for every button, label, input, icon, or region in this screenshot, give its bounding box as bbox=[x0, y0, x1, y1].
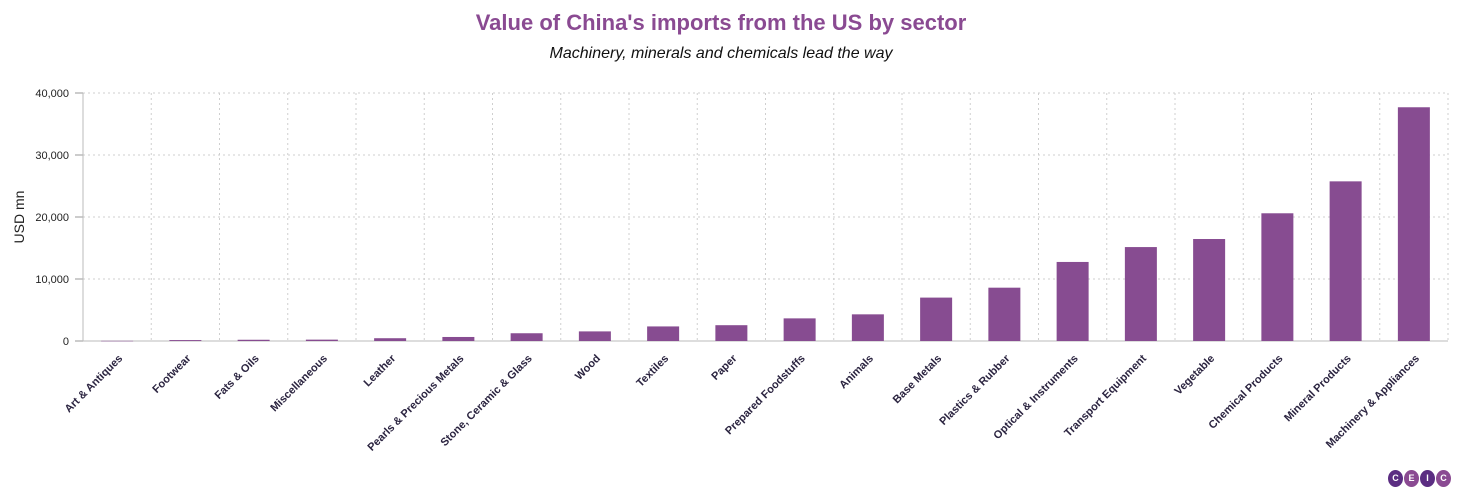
logo-letter: C bbox=[1388, 470, 1403, 487]
x-tick-label: Wood bbox=[573, 353, 603, 383]
y-tick-label: 0 bbox=[63, 336, 69, 348]
chart-title: Value of China's imports from the US by … bbox=[475, 10, 967, 35]
bar bbox=[374, 338, 407, 341]
bar bbox=[647, 326, 680, 341]
x-tick-label: Animals bbox=[837, 353, 876, 392]
x-tick-label: Base Metals bbox=[891, 353, 944, 406]
x-tick-label: Prepared Foodstuffs bbox=[723, 353, 808, 438]
bar-layer bbox=[101, 107, 1430, 342]
y-tick-label: 20,000 bbox=[35, 212, 69, 224]
bar bbox=[715, 325, 748, 341]
y-tick-label: 10,000 bbox=[35, 274, 69, 286]
bar bbox=[1261, 213, 1294, 341]
chart-subtitle: Machinery, minerals and chemicals lead t… bbox=[549, 45, 893, 62]
axis-layer bbox=[75, 92, 1448, 342]
x-tick-label: Vegetable bbox=[1172, 353, 1217, 398]
x-tick-label: Plastics & Rubber bbox=[937, 352, 1013, 428]
bar bbox=[783, 318, 816, 341]
bar bbox=[1397, 107, 1430, 341]
x-tick-label: Art & Antiques bbox=[63, 353, 126, 416]
x-tick-label: Paper bbox=[709, 352, 740, 383]
bar bbox=[510, 333, 543, 341]
y-tick-label: 40,000 bbox=[35, 88, 69, 100]
bar bbox=[442, 336, 475, 341]
bar bbox=[851, 314, 884, 341]
ceic-logo: C E I C bbox=[1388, 470, 1451, 487]
x-tick-label: Chemical Products bbox=[1207, 353, 1286, 432]
bar bbox=[169, 340, 202, 341]
bar bbox=[1329, 181, 1362, 341]
grid-layer bbox=[83, 92, 1449, 341]
x-tick-label: Fats & Oils bbox=[213, 353, 262, 402]
x-tick-label: Footwear bbox=[150, 352, 194, 396]
bar bbox=[578, 331, 611, 341]
logo-letter: C bbox=[1436, 470, 1451, 487]
bar bbox=[1056, 261, 1089, 341]
x-tick-label: Leather bbox=[362, 352, 399, 389]
x-tick-label: Textiles bbox=[634, 353, 671, 390]
bar bbox=[305, 339, 338, 341]
x-tick-label: Mineral Products bbox=[1282, 353, 1354, 425]
bar bbox=[1193, 239, 1226, 341]
bar bbox=[1124, 247, 1157, 341]
bar bbox=[101, 340, 134, 342]
y-axis-label: USD mn bbox=[11, 191, 27, 244]
bar bbox=[237, 339, 270, 341]
y-tick-label: 30,000 bbox=[35, 150, 69, 162]
logo-letter: I bbox=[1420, 470, 1435, 487]
bar bbox=[988, 287, 1021, 341]
logo-letter: E bbox=[1404, 470, 1419, 487]
x-tick-label: Miscellaneous bbox=[268, 353, 330, 415]
bar bbox=[920, 297, 953, 341]
